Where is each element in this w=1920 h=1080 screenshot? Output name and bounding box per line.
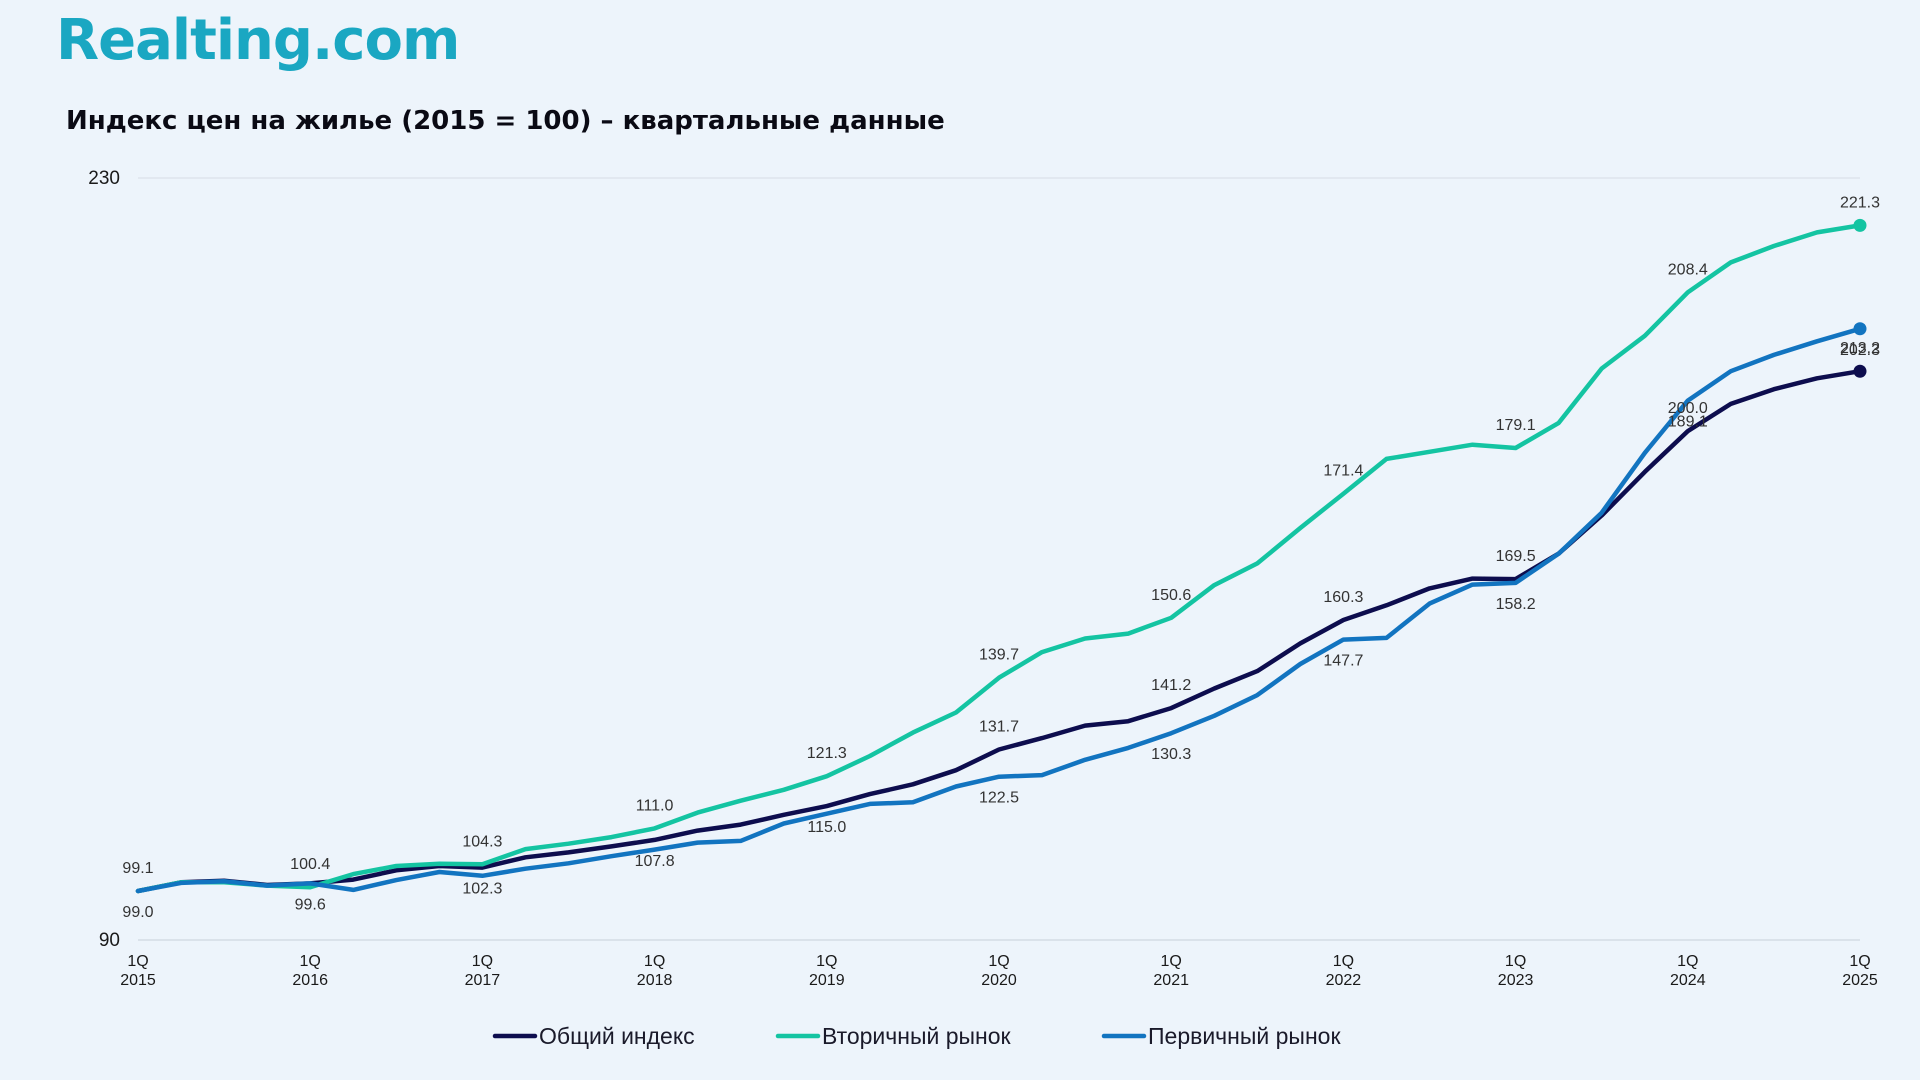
x-tick-quarter: 1Q: [127, 953, 148, 970]
x-tick-year: 2017: [465, 972, 501, 989]
x-tick-year: 2021: [1153, 972, 1189, 989]
x-tick-quarter: 1Q: [1333, 953, 1354, 970]
data-label: 139.7: [979, 647, 1019, 664]
series-line-2: [135, 326, 1863, 894]
x-tick-year: 2023: [1498, 972, 1534, 989]
x-tick-year: 2016: [292, 972, 328, 989]
x-tick-quarter: 1Q: [1505, 953, 1526, 970]
legend-label-0: Общий индекс: [539, 1023, 695, 1049]
data-label: 169.5: [1496, 548, 1536, 565]
x-tick-quarter: 1Q: [988, 953, 1009, 970]
data-label: 150.6: [1151, 587, 1191, 604]
data-label: 122.5: [979, 790, 1019, 807]
data-label: 107.8: [635, 853, 675, 870]
x-tick-year: 2024: [1670, 972, 1706, 989]
data-label: 221.3: [1840, 194, 1880, 211]
x-tick-quarter: 1Q: [472, 953, 493, 970]
x-tick-quarter: 1Q: [300, 953, 321, 970]
data-label: 111.0: [636, 797, 674, 814]
data-label: 99.1: [122, 860, 153, 877]
data-label: 100.4: [290, 856, 330, 873]
data-label: 99.0: [122, 904, 153, 921]
data-label: 179.1: [1496, 417, 1536, 434]
data-label: 130.3: [1151, 746, 1191, 763]
x-tick-quarter: 1Q: [1677, 953, 1698, 970]
y-tick-label: 90: [99, 930, 120, 951]
data-label: 158.2: [1496, 596, 1536, 613]
data-label: 141.2: [1151, 677, 1191, 694]
x-tick-quarter: 1Q: [816, 953, 837, 970]
data-label: 213.2: [1840, 340, 1880, 357]
x-tick-year: 2019: [809, 972, 845, 989]
chart-title: Индекс цен на жилье (2015 = 100) – кварт…: [66, 106, 945, 136]
series-end-point-1: [1853, 218, 1867, 232]
data-label: 99.6: [295, 896, 326, 913]
data-label: 189.1: [1668, 414, 1708, 431]
series-line-1: [135, 223, 1863, 894]
legend-label-1: Вторичный рынок: [822, 1023, 1012, 1049]
x-tick-quarter: 1Q: [1161, 953, 1182, 970]
series-end-point-2: [1853, 322, 1867, 336]
data-label: 121.3: [807, 745, 847, 762]
x-tick-year: 2015: [120, 972, 156, 989]
data-label: 171.4: [1323, 463, 1363, 480]
data-label: 104.3: [462, 833, 502, 850]
data-label: 202.3: [1840, 342, 1880, 359]
x-tick-year: 2020: [981, 972, 1017, 989]
series-line-0: [135, 368, 1863, 894]
y-tick-label: 230: [88, 168, 120, 189]
data-label: 131.7: [979, 719, 1019, 736]
data-label: 208.4: [1668, 261, 1708, 278]
data-label: 147.7: [1323, 653, 1363, 670]
x-tick-year: 2025: [1842, 972, 1878, 989]
data-label: 200.0: [1668, 400, 1708, 417]
x-tick-quarter: 1Q: [644, 953, 665, 970]
realting-logo: Realting.com: [56, 8, 460, 73]
x-tick-quarter: 1Q: [1849, 953, 1870, 970]
series-end-point-0: [1853, 364, 1867, 378]
data-label: 160.3: [1323, 589, 1363, 606]
data-label: 115.0: [807, 819, 846, 836]
x-tick-year: 2018: [637, 972, 673, 989]
x-tick-year: 2022: [1326, 972, 1362, 989]
legend-label-2: Первичный рынок: [1148, 1023, 1341, 1049]
data-label: 102.3: [462, 881, 502, 898]
